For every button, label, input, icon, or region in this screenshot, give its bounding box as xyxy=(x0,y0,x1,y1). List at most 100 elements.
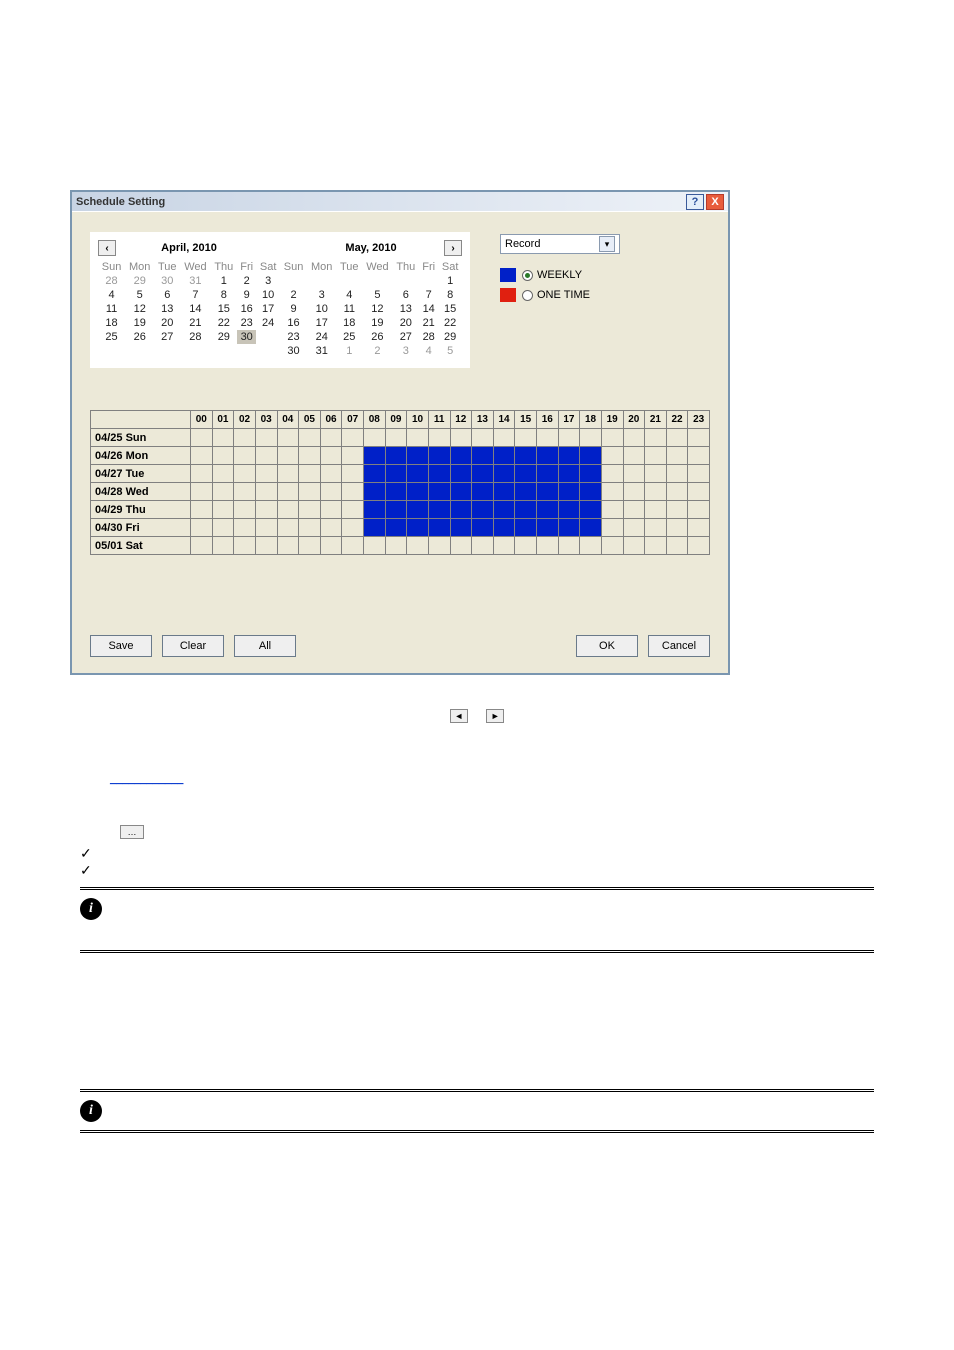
calendar-day[interactable]: 25 xyxy=(98,330,125,344)
schedule-cell[interactable] xyxy=(320,501,342,519)
schedule-cell[interactable] xyxy=(623,501,645,519)
calendar-day[interactable]: 27 xyxy=(154,330,180,344)
schedule-cell[interactable] xyxy=(364,447,386,465)
mode-combo[interactable]: Record ▾ xyxy=(500,234,620,254)
schedule-cell[interactable] xyxy=(407,501,429,519)
schedule-cell[interactable] xyxy=(623,465,645,483)
calendar-day[interactable]: 4 xyxy=(98,288,125,302)
calendar-day[interactable]: 5 xyxy=(438,344,462,358)
schedule-cell[interactable] xyxy=(450,519,472,537)
calendar-day[interactable] xyxy=(256,330,280,344)
calendar-day[interactable]: 2 xyxy=(362,344,392,358)
calendar-day[interactable]: 31 xyxy=(180,274,210,288)
schedule-cell[interactable] xyxy=(450,501,472,519)
calendar-day[interactable]: 5 xyxy=(125,288,154,302)
schedule-table[interactable]: 0001020304050607080910111213141516171819… xyxy=(90,410,710,555)
calendar-day[interactable]: 6 xyxy=(154,288,180,302)
schedule-cell[interactable] xyxy=(493,519,515,537)
calendar-day[interactable]: 27 xyxy=(393,330,419,344)
schedule-cell[interactable] xyxy=(191,483,213,501)
calendar-may[interactable]: SunMonTueWedThuFriSat 123456789101112131… xyxy=(280,260,462,358)
legend-weekly[interactable]: WEEKLY xyxy=(500,268,710,282)
calendar-day[interactable]: 23 xyxy=(280,330,307,344)
calendar-day[interactable]: 8 xyxy=(438,288,462,302)
schedule-cell[interactable] xyxy=(234,537,256,555)
schedule-cell[interactable] xyxy=(407,483,429,501)
schedule-cell[interactable] xyxy=(580,429,602,447)
schedule-cell[interactable] xyxy=(493,483,515,501)
onetime-radio[interactable] xyxy=(522,290,533,301)
schedule-cell[interactable] xyxy=(558,429,580,447)
schedule-cell[interactable] xyxy=(493,465,515,483)
schedule-cell[interactable] xyxy=(277,501,299,519)
cancel-button[interactable]: Cancel xyxy=(648,635,710,657)
calendar-day[interactable]: 14 xyxy=(180,302,210,316)
schedule-cell[interactable] xyxy=(407,429,429,447)
calendar-day[interactable]: 9 xyxy=(280,302,307,316)
schedule-cell[interactable] xyxy=(255,501,277,519)
calendar-day[interactable]: 21 xyxy=(419,316,438,330)
calendar-day[interactable]: 3 xyxy=(393,344,419,358)
schedule-cell[interactable] xyxy=(537,447,559,465)
calendar-day[interactable]: 31 xyxy=(307,344,336,358)
help-button[interactable]: ? xyxy=(686,194,704,210)
schedule-cell[interactable] xyxy=(385,429,407,447)
schedule-cell[interactable] xyxy=(191,537,213,555)
schedule-cell[interactable] xyxy=(472,537,494,555)
schedule-cell[interactable] xyxy=(645,429,667,447)
schedule-cell[interactable] xyxy=(558,465,580,483)
calendar-day[interactable]: 29 xyxy=(125,274,154,288)
schedule-cell[interactable] xyxy=(212,501,234,519)
schedule-cell[interactable] xyxy=(645,501,667,519)
schedule-cell[interactable] xyxy=(212,537,234,555)
next-month-button[interactable]: › xyxy=(444,240,462,256)
calendar-day[interactable]: 20 xyxy=(154,316,180,330)
ok-button[interactable]: OK xyxy=(576,635,638,657)
schedule-cell[interactable] xyxy=(255,483,277,501)
schedule-cell[interactable] xyxy=(688,483,710,501)
calendar-day[interactable]: 7 xyxy=(180,288,210,302)
calendar-day[interactable]: 13 xyxy=(154,302,180,316)
calendar-day[interactable]: 17 xyxy=(256,302,280,316)
schedule-cell[interactable] xyxy=(645,483,667,501)
calendar-day[interactable]: 30 xyxy=(237,330,256,344)
schedule-cell[interactable] xyxy=(472,429,494,447)
schedule-cell[interactable] xyxy=(580,465,602,483)
schedule-cell[interactable] xyxy=(515,537,537,555)
schedule-cell[interactable] xyxy=(234,447,256,465)
schedule-cell[interactable] xyxy=(385,465,407,483)
calendar-day[interactable]: 12 xyxy=(125,302,154,316)
schedule-cell[interactable] xyxy=(385,447,407,465)
calendar-day[interactable]: 19 xyxy=(362,316,392,330)
schedule-cell[interactable] xyxy=(364,537,386,555)
schedule-cell[interactable] xyxy=(299,501,321,519)
schedule-cell[interactable] xyxy=(688,537,710,555)
schedule-cell[interactable] xyxy=(191,429,213,447)
schedule-cell[interactable] xyxy=(515,465,537,483)
calendar-day[interactable]: 11 xyxy=(336,302,362,316)
calendar-day[interactable]: 29 xyxy=(211,330,237,344)
schedule-cell[interactable] xyxy=(515,483,537,501)
schedule-cell[interactable] xyxy=(645,447,667,465)
schedule-cell[interactable] xyxy=(364,429,386,447)
schedule-cell[interactable] xyxy=(428,519,450,537)
schedule-cell[interactable] xyxy=(277,483,299,501)
schedule-cell[interactable] xyxy=(255,537,277,555)
calendar-day[interactable]: 30 xyxy=(280,344,307,358)
calendar-day[interactable]: 28 xyxy=(419,330,438,344)
all-button[interactable]: All xyxy=(234,635,296,657)
schedule-cell[interactable] xyxy=(601,447,623,465)
schedule-cell[interactable] xyxy=(580,447,602,465)
calendar-day[interactable]: 2 xyxy=(280,288,307,302)
schedule-cell[interactable] xyxy=(558,519,580,537)
save-button[interactable]: Save xyxy=(90,635,152,657)
schedule-cell[interactable] xyxy=(688,429,710,447)
schedule-cell[interactable] xyxy=(428,501,450,519)
schedule-cell[interactable] xyxy=(645,537,667,555)
schedule-cell[interactable] xyxy=(320,429,342,447)
schedule-cell[interactable] xyxy=(277,465,299,483)
calendar-day[interactable]: 3 xyxy=(256,274,280,288)
schedule-cell[interactable] xyxy=(299,465,321,483)
schedule-cell[interactable] xyxy=(299,483,321,501)
prev-month-button[interactable]: ‹ xyxy=(98,240,116,256)
